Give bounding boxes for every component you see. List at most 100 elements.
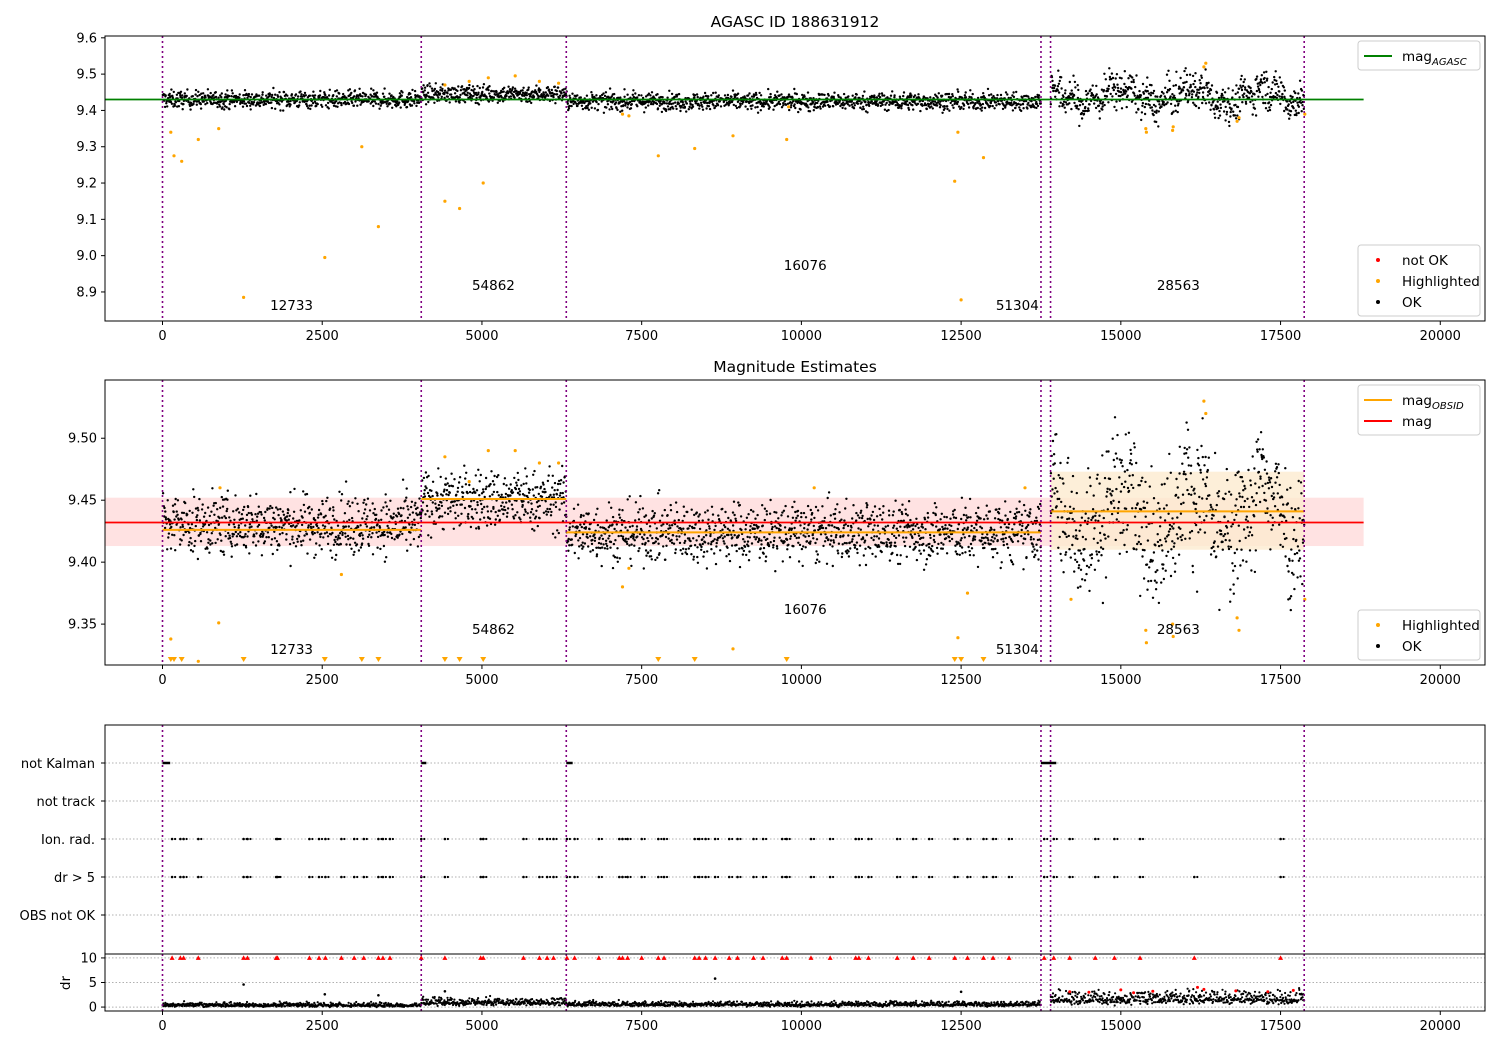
ok-point xyxy=(238,534,242,538)
ok-point xyxy=(1123,70,1127,73)
ok-point xyxy=(1262,101,1265,105)
ok-point xyxy=(496,101,499,105)
ok-point xyxy=(769,541,772,544)
ok-point xyxy=(1208,101,1211,104)
ok-point xyxy=(1241,101,1244,104)
ok-point xyxy=(873,94,876,97)
ok-point xyxy=(194,93,197,96)
ok-point xyxy=(776,547,779,550)
ok-point xyxy=(227,531,230,535)
ok-point xyxy=(567,537,570,541)
ok-point xyxy=(371,502,374,505)
ok-point xyxy=(782,102,785,105)
ok-point xyxy=(732,103,735,107)
ok-point xyxy=(611,566,615,570)
ok-point xyxy=(364,522,367,526)
ok-point xyxy=(421,501,425,504)
ok-point xyxy=(526,512,529,515)
ok-point xyxy=(533,529,536,532)
ok-point xyxy=(324,514,327,517)
ok-point xyxy=(250,525,253,528)
ok-point xyxy=(624,526,627,529)
ok-point xyxy=(857,527,860,530)
ok-point xyxy=(540,93,543,96)
ok-point xyxy=(872,528,875,531)
ok-point xyxy=(311,101,315,105)
ok-point xyxy=(340,493,344,496)
ok-point xyxy=(195,103,198,106)
ok-point xyxy=(861,537,865,540)
ok-point xyxy=(1107,101,1110,104)
ok-point xyxy=(1100,88,1104,91)
ok-point xyxy=(248,526,251,529)
ok-point xyxy=(549,503,552,506)
ok-point xyxy=(294,545,298,548)
ok-point xyxy=(813,516,816,520)
ok-point xyxy=(849,547,852,550)
ok-point xyxy=(370,87,373,90)
highlighted-point xyxy=(953,179,957,183)
ok-point xyxy=(180,96,184,100)
ok-point xyxy=(522,482,525,486)
ok-point xyxy=(790,101,794,105)
ok-point xyxy=(616,547,619,550)
ok-point xyxy=(470,508,474,511)
ok-point xyxy=(788,108,791,112)
ok-point xyxy=(677,102,681,105)
ok-point xyxy=(665,544,668,547)
ok-point xyxy=(850,540,854,543)
ok-point xyxy=(1114,86,1117,89)
ok-point xyxy=(1178,85,1181,88)
ok-point xyxy=(477,103,481,106)
ok-point xyxy=(673,519,676,522)
ok-point xyxy=(1116,83,1119,86)
ok-point xyxy=(1222,110,1226,113)
ok-point xyxy=(710,94,713,97)
ok-point xyxy=(557,531,560,535)
ok-point xyxy=(393,538,396,541)
ok-point xyxy=(289,99,292,103)
ok-point xyxy=(530,101,533,105)
ok-point xyxy=(700,103,703,107)
ok-point xyxy=(471,491,474,495)
ok-point xyxy=(423,492,426,495)
ok-point xyxy=(585,94,589,97)
ok-point xyxy=(559,482,562,486)
ok-point xyxy=(1221,94,1224,97)
ok-point xyxy=(566,102,569,106)
ok-point xyxy=(1257,88,1261,92)
ok-point xyxy=(235,100,239,104)
ok-point xyxy=(1236,91,1240,94)
ok-point xyxy=(935,104,939,107)
ok-point xyxy=(1255,77,1258,81)
ok-point xyxy=(552,503,555,506)
ok-point xyxy=(724,510,727,514)
ok-point xyxy=(1230,107,1233,110)
ok-point xyxy=(717,514,720,517)
ok-point xyxy=(783,96,786,99)
ok-point xyxy=(603,94,607,98)
ok-point xyxy=(1225,110,1229,114)
ok-point xyxy=(1144,96,1148,100)
ok-point xyxy=(532,513,535,516)
ok-point xyxy=(837,528,840,531)
ok-point xyxy=(746,535,749,539)
ok-point xyxy=(850,526,853,529)
ok-point xyxy=(238,93,241,96)
ok-point xyxy=(1262,71,1266,74)
ok-point xyxy=(379,104,382,107)
ok-point xyxy=(317,527,320,530)
ok-point xyxy=(509,95,513,98)
ok-point xyxy=(238,511,241,514)
ok-point xyxy=(593,107,597,110)
ok-point xyxy=(319,513,323,516)
ok-point xyxy=(823,93,826,97)
ok-point xyxy=(346,502,349,506)
ok-point xyxy=(1064,111,1067,114)
ok-point xyxy=(1240,74,1243,78)
ok-point xyxy=(320,548,323,551)
ok-point xyxy=(1201,91,1205,94)
ok-point xyxy=(637,549,640,553)
ok-point xyxy=(937,92,940,95)
ok-point xyxy=(463,101,467,104)
